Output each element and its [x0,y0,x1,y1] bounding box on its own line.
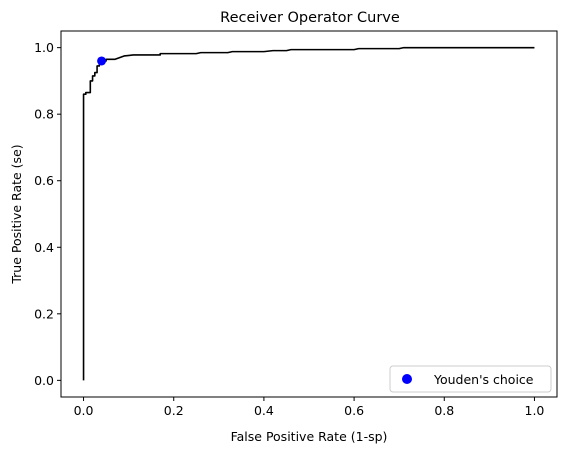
y-tick-label: 0.0 [34,373,54,388]
y-axis-label: True Positive Rate (se) [9,144,24,284]
legend-label-youden: Youden's choice [433,372,534,387]
x-tick-label: 0.6 [344,403,364,418]
x-tick-label: 1.0 [525,403,545,418]
legend: Youden's choice [390,366,551,392]
youden-point [97,56,106,65]
x-axis-label: False Positive Rate (1-sp) [231,429,388,444]
x-tick-label: 0.0 [74,403,94,418]
x-tick-label: 0.2 [164,403,184,418]
y-tick-label: 0.8 [34,107,54,122]
y-tick-label: 0.2 [34,306,54,321]
y-tick-label: 0.4 [34,240,54,255]
chart-title: Receiver Operator Curve [220,10,400,26]
legend-marker-youden [402,374,412,384]
y-tick-label: 1.0 [34,40,54,55]
x-tick-label: 0.8 [434,403,454,418]
x-tick-label: 0.4 [254,403,274,418]
y-tick-label: 0.6 [34,173,54,188]
